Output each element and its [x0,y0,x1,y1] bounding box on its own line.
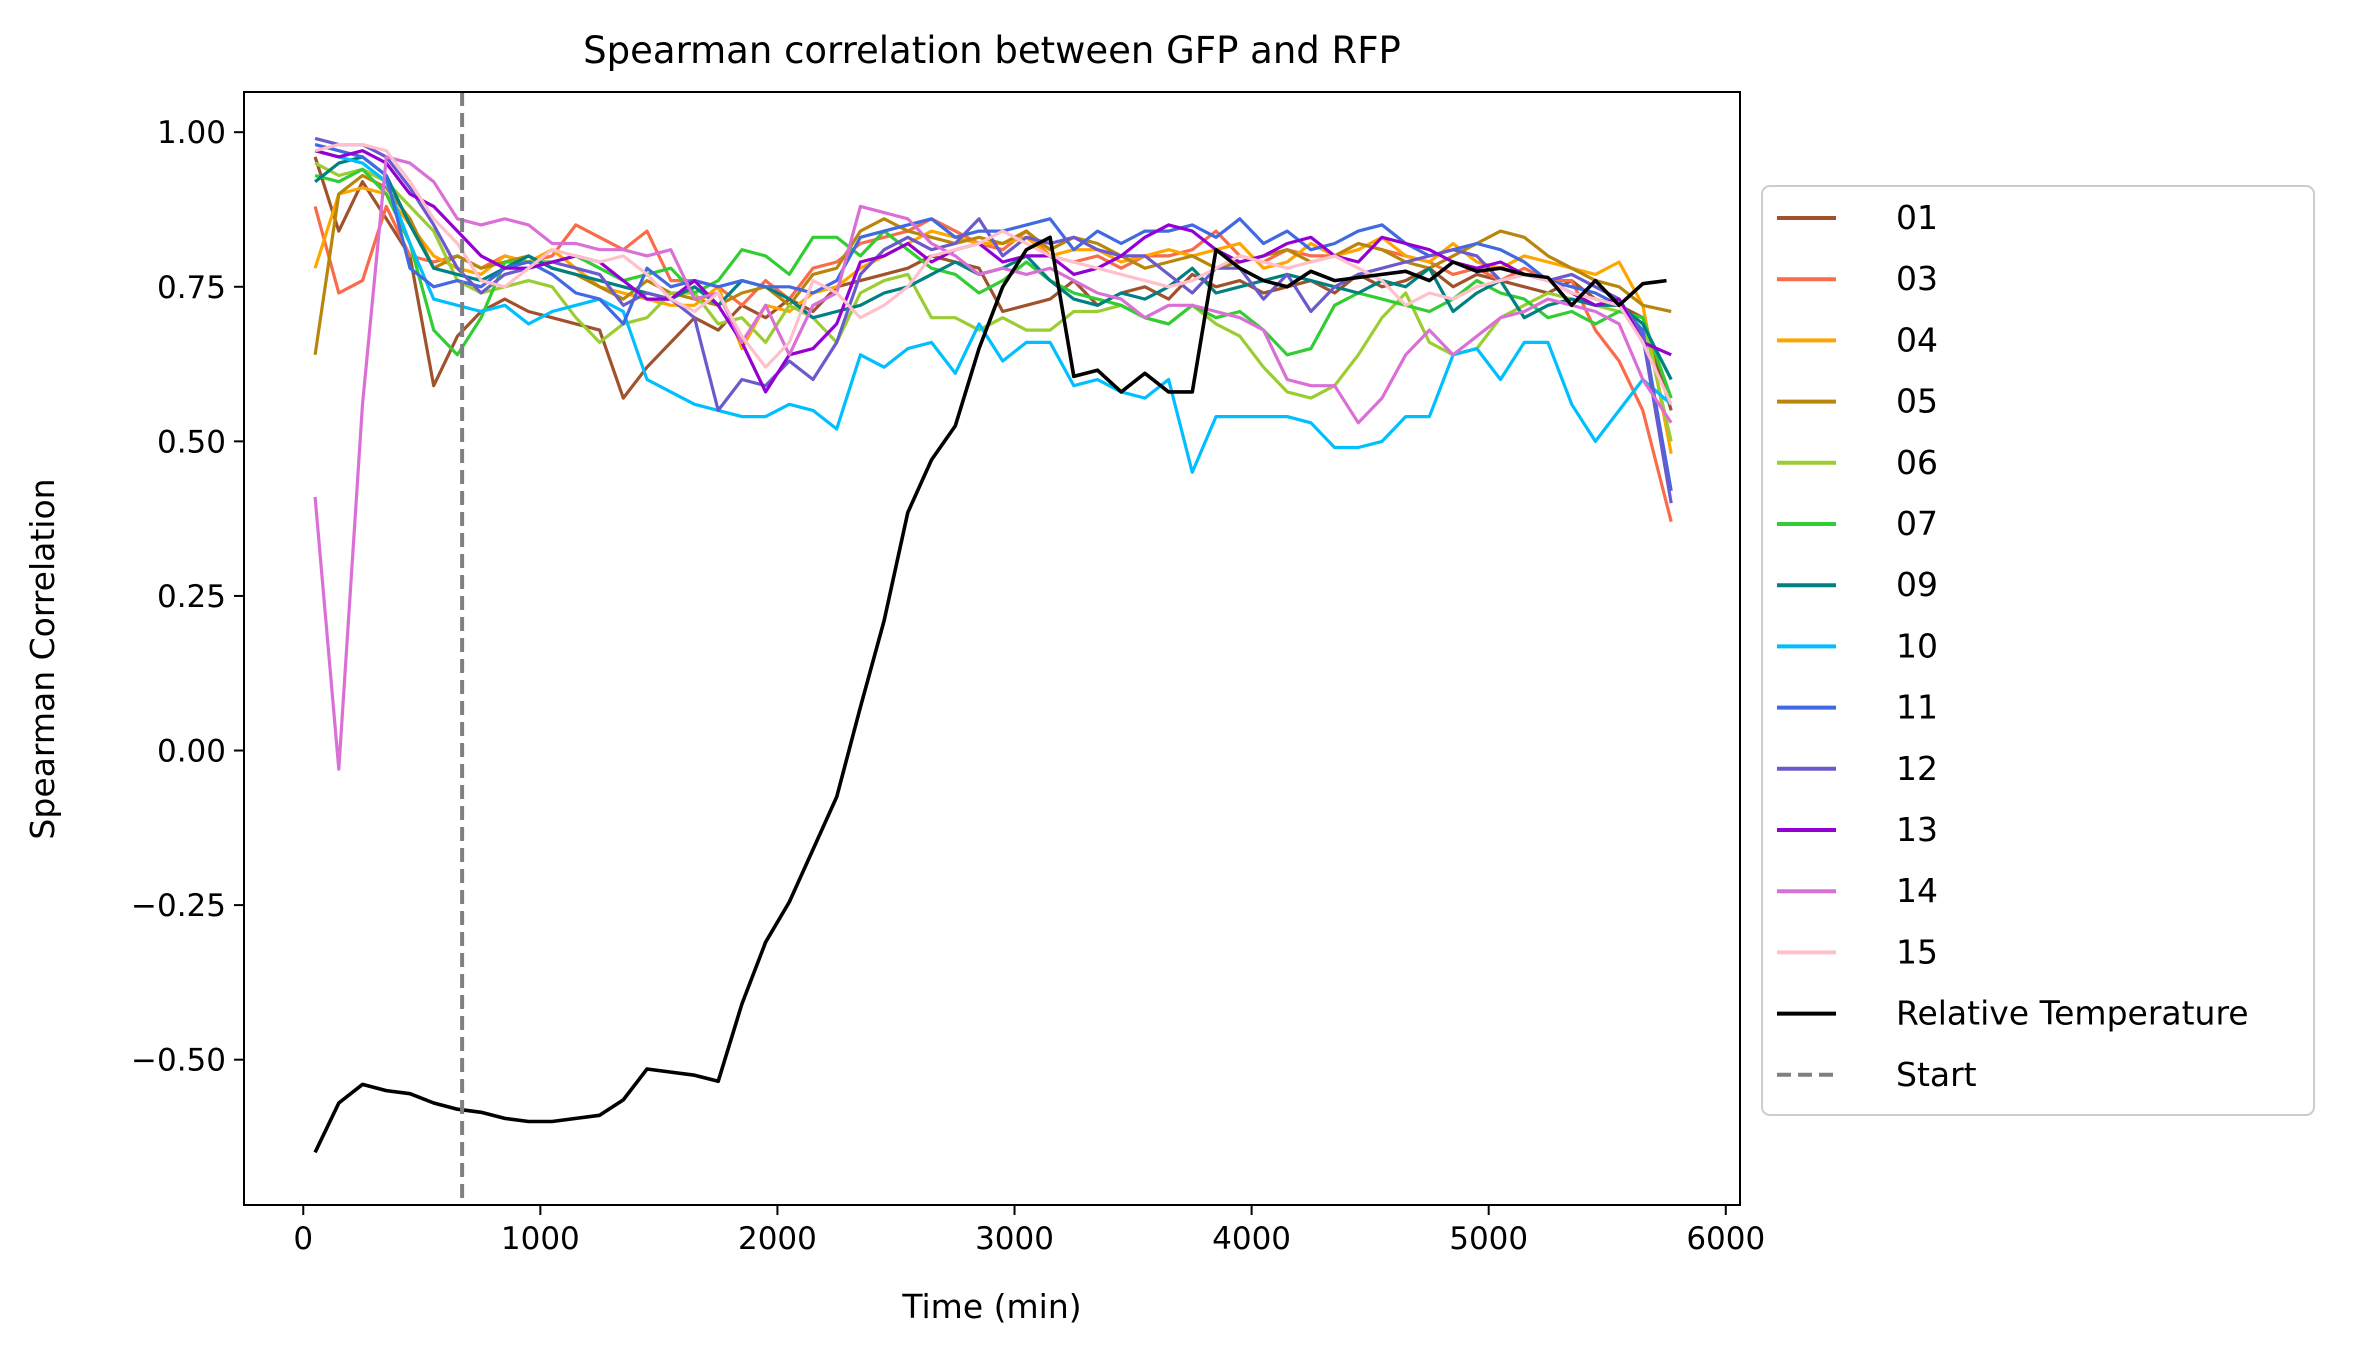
legend-label: 06 [1896,443,1938,482]
legend-label: 01 [1896,198,1938,237]
legend-label: Start [1896,1055,1977,1094]
legend-label: 09 [1896,565,1938,604]
x-tick-label: 3000 [975,1221,1054,1257]
legend-label: 14 [1896,871,1938,910]
chart-title: Spearman correlation between GFP and RFP [583,29,1401,72]
legend-label: 13 [1896,810,1938,849]
series-line-relative-temperature [313,235,1667,1154]
x-tick-label: 0 [293,1221,313,1257]
legend-label: 03 [1896,259,1938,298]
series-line-13 [314,149,1672,394]
legend-label: 07 [1896,504,1938,543]
legend-label: 15 [1896,932,1938,971]
x-tick-label: 1000 [501,1221,580,1257]
y-tick-label: 0.75 [157,270,226,306]
plot-frame [243,91,1741,1206]
y-tick-label: 0.00 [157,734,226,770]
legend-label: 04 [1896,320,1938,359]
x-tick-label: 2000 [738,1221,817,1257]
y-tick-label: 0.50 [157,424,226,460]
plot-area [313,92,1673,1205]
series-line-15 [314,143,1673,405]
y-tick-label: 0.25 [157,579,226,615]
y-tick-label: 1.00 [157,115,226,151]
x-tick-label: 5000 [1449,1221,1528,1257]
x-tick-label: 4000 [1212,1221,1291,1257]
y-tick-label: −0.25 [131,888,226,924]
legend-label: 10 [1896,626,1938,665]
x-tick-label: 6000 [1686,1221,1765,1257]
legend: 01 03 04 05 06 07 09 10 11 12 13 14 15 Relative Tempe… [1761,185,2315,1116]
series-line-01 [313,156,1673,411]
y-tick-label: −0.50 [131,1043,226,1079]
x-axis-label: Time (min) [901,1287,1081,1326]
legend-label: 12 [1896,749,1938,788]
series-lines [313,92,1673,1205]
legend-label: 11 [1896,688,1938,727]
series-line-14 [313,155,1673,771]
series-line-06 [314,161,1673,442]
axis-ticks: 0 1000 2000 3000 4000 5000 6000 −0.50 −0.25 0.00 0… [131,115,1765,1257]
legend-label: 05 [1896,382,1938,421]
legend-label: Relative Temperature [1896,994,2249,1033]
y-axis-label: Spearman Correlation [23,478,62,839]
legend-frame [1761,185,2315,1116]
series-line-10 [314,149,1673,474]
